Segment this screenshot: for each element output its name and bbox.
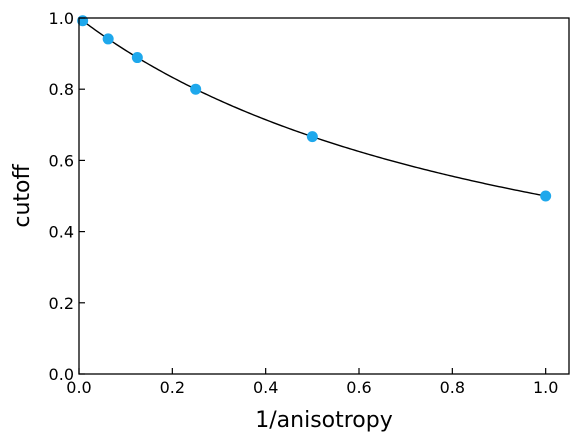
plot-area [77, 15, 552, 202]
data-point [190, 83, 202, 95]
data-point [131, 52, 143, 64]
x-tick-label: 0.2 [160, 378, 185, 397]
y-tick-label: 0.0 [49, 365, 74, 384]
plot-frame [78, 17, 570, 375]
y-tick-label: 1.0 [49, 9, 74, 28]
x-axis-label: 1/anisotropy [255, 408, 393, 432]
x-tick-label: 0.4 [253, 378, 278, 397]
x-tick-label: 0.6 [346, 378, 371, 397]
x-tick-label: 1.0 [533, 378, 558, 397]
data-point [102, 33, 114, 45]
data-point [306, 131, 318, 143]
x-tick-label: 0.8 [440, 378, 465, 397]
y-tick-label: 0.4 [49, 223, 74, 242]
data-point [540, 190, 552, 202]
fit-curve-line [78, 17, 546, 197]
axis-ticks: 0.0 0.2 0.4 0.6 0.8 1.0 0.0 0.2 0.4 0.6 0.8 1.0 [49, 9, 559, 397]
x-tick-label: 0.0 [66, 378, 91, 397]
y-tick-label: 0.2 [49, 294, 74, 313]
y-axis-label: cutoff [10, 164, 35, 228]
y-tick-label: 0.6 [49, 151, 74, 170]
y-tick-label: 0.8 [49, 80, 74, 99]
